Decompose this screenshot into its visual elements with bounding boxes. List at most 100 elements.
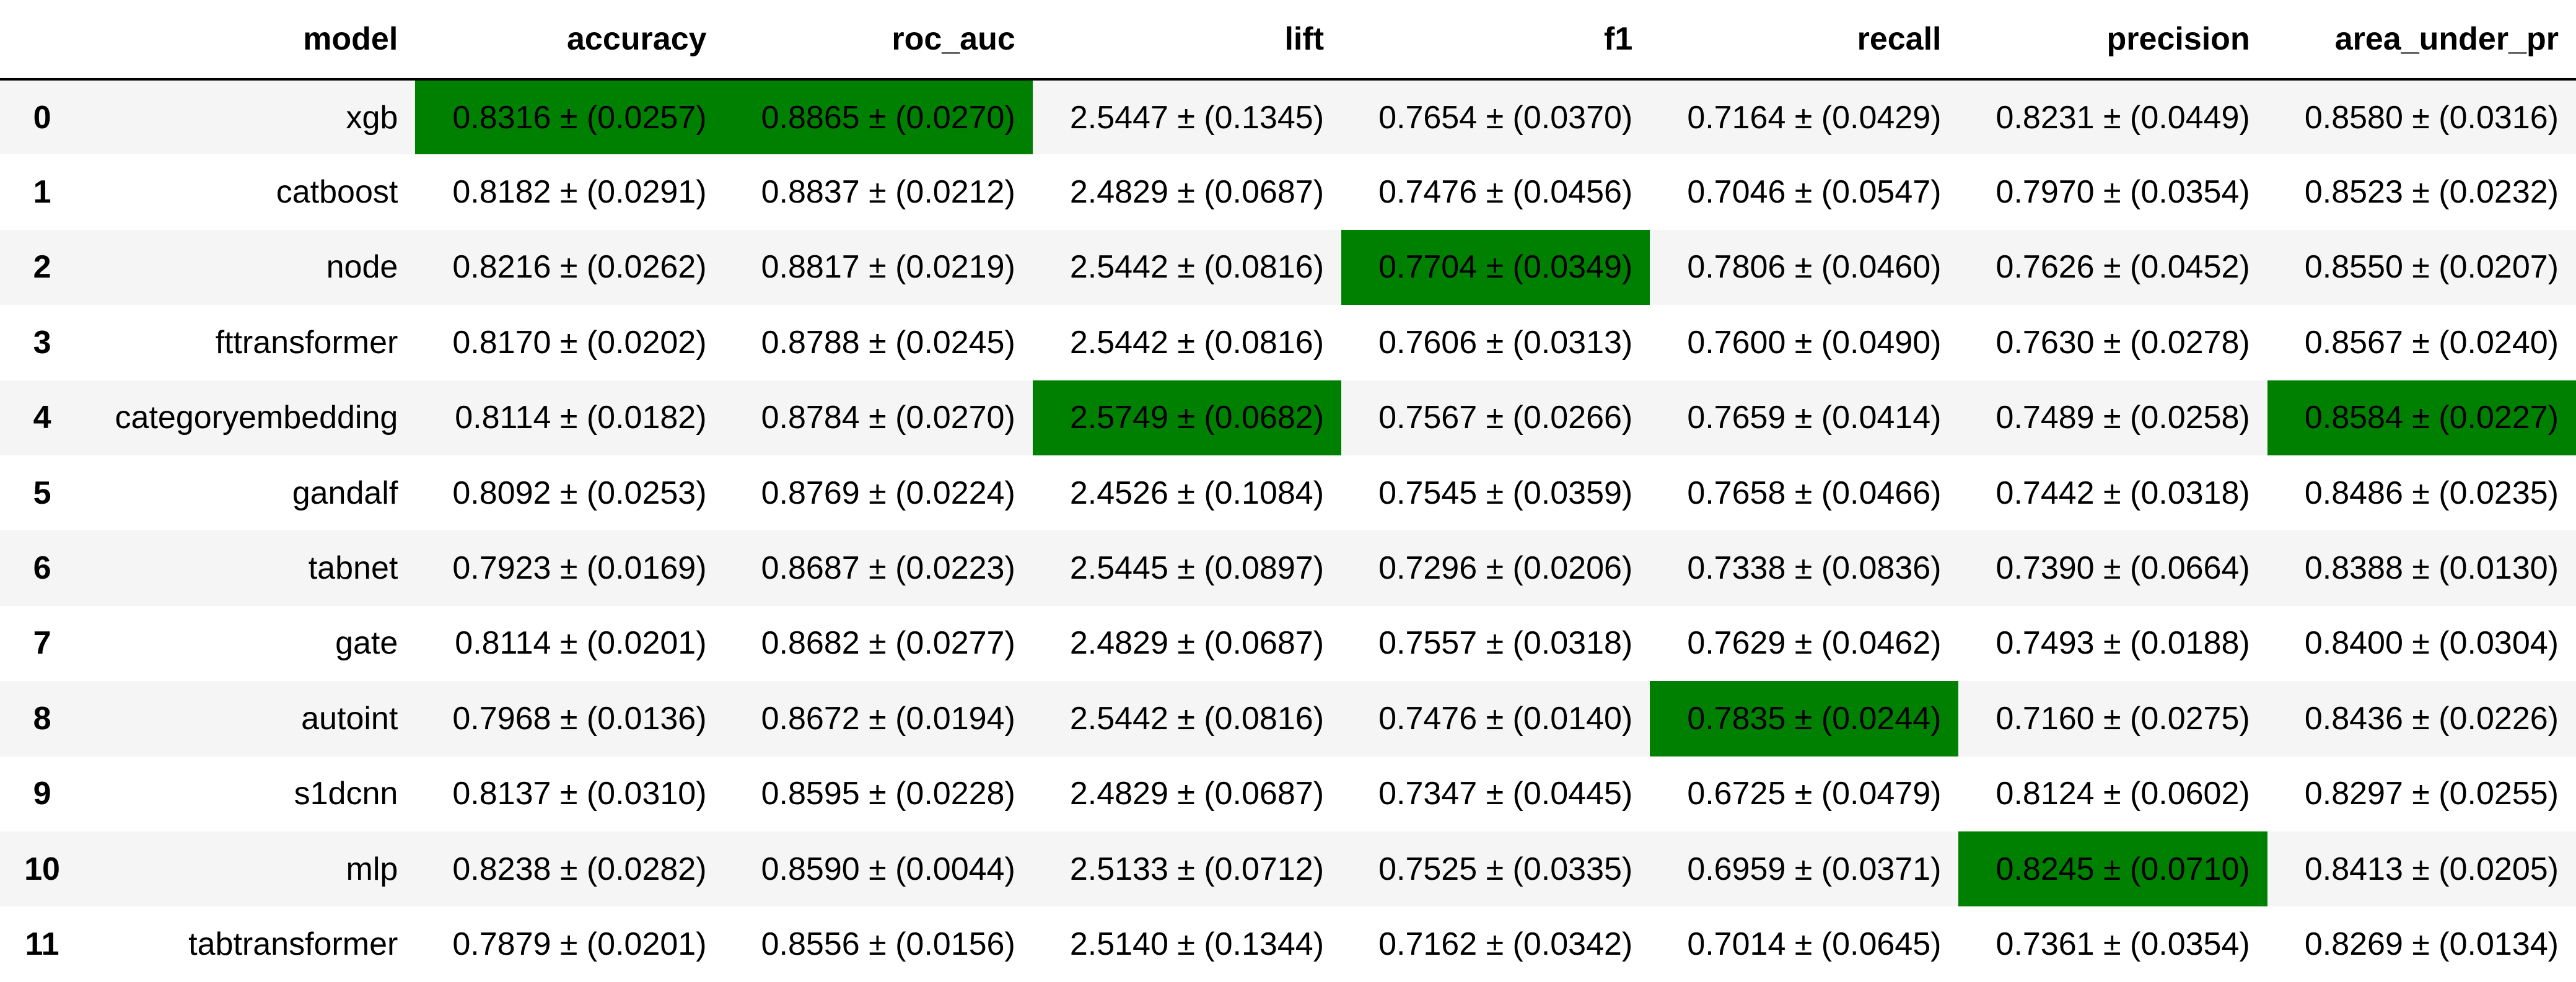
column-header-lift: lift — [1032, 0, 1342, 81]
cell-area-under-pr: 0.8486 ± (0.0235) — [2304, 475, 2559, 511]
header-row: model accuracy roc_auc lift f1 recall pr… — [0, 0, 2576, 81]
cell-f1: 0.7347 ± (0.0445) — [1378, 776, 1633, 812]
table-row: 6 tabnet 0.7923 ± (0.0169) 0.8687 ± (0.0223… — [0, 530, 2576, 606]
cell-model: catboost — [276, 174, 398, 211]
cell-lift: 2.4526 ± (0.1084) — [1069, 475, 1325, 511]
cell-accuracy: 0.7968 ± (0.0136) — [452, 700, 707, 737]
cell-f1: 0.7525 ± (0.0335) — [1378, 851, 1633, 887]
column-header-f1: f1 — [1341, 0, 1650, 81]
row-index: 6 — [33, 550, 51, 587]
cell-recall: 0.7046 ± (0.0547) — [1687, 174, 1942, 211]
cell-accuracy: 0.7923 ± (0.0169) — [452, 550, 707, 587]
cell-accuracy: 0.8238 ± (0.0282) — [452, 851, 707, 887]
cell-recall: 0.7806 ± (0.0460) — [1687, 249, 1942, 286]
cell-accuracy: 0.8092 ± (0.0253) — [452, 475, 707, 511]
cell-roc-auc: 0.8687 ± (0.0223) — [761, 550, 1015, 587]
cell-area-under-pr: 0.8269 ± (0.0134) — [2304, 926, 2559, 962]
cell-accuracy: 0.8114 ± (0.0201) — [455, 625, 707, 662]
cell-precision: 0.7442 ± (0.0318) — [1996, 475, 2250, 511]
table-row: 11 tabtransformer 0.7879 ± (0.0201) 0.8556 … — [0, 906, 2576, 982]
column-header-recall: recall — [1650, 0, 1959, 81]
cell-area-under-pr: 0.8584 ± (0.0227) — [2267, 380, 2576, 455]
row-index: 5 — [33, 475, 51, 511]
cell-precision: 0.7626 ± (0.0452) — [1996, 249, 2250, 286]
table-row: 7 gate 0.8114 ± (0.0201) 0.8682 ± (0.0277) 2… — [0, 605, 2576, 682]
cell-f1: 0.7296 ± (0.0206) — [1378, 550, 1633, 587]
cell-area-under-pr: 0.8567 ± (0.0240) — [2304, 324, 2559, 361]
cell-model: gandalf — [292, 475, 398, 511]
cell-lift: 2.5447 ± (0.1345) — [1069, 99, 1325, 136]
cell-model: tabtransformer — [188, 926, 398, 962]
row-index: 3 — [33, 324, 51, 361]
cell-precision: 0.7390 ± (0.0664) — [1996, 550, 2250, 587]
cell-accuracy: 0.8316 ± (0.0257) — [415, 79, 724, 155]
column-header-precision: precision — [1958, 0, 2267, 81]
cell-precision: 0.7493 ± (0.0188) — [1996, 625, 2250, 662]
cell-area-under-pr: 0.8523 ± (0.0232) — [2304, 174, 2559, 211]
cell-lift: 2.4829 ± (0.0687) — [1069, 625, 1325, 662]
cell-roc-auc: 0.8865 ± (0.0270) — [724, 79, 1033, 155]
cell-area-under-pr: 0.8413 ± (0.0205) — [2304, 851, 2559, 887]
cell-precision: 0.7489 ± (0.0258) — [1996, 400, 2250, 436]
cell-roc-auc: 0.8672 ± (0.0194) — [761, 700, 1015, 737]
cell-f1: 0.7606 ± (0.0313) — [1378, 324, 1633, 361]
cell-lift: 2.5442 ± (0.0816) — [1069, 249, 1325, 286]
cell-recall: 0.6725 ± (0.0479) — [1687, 776, 1942, 812]
row-index: 7 — [33, 625, 51, 662]
cell-roc-auc: 0.8837 ± (0.0212) — [761, 174, 1015, 211]
cell-precision: 0.7160 ± (0.0275) — [1996, 700, 2250, 737]
table-row: 0 xgb 0.8316 ± (0.0257) 0.8865 ± (0.0270) 2.… — [0, 79, 2576, 155]
cell-lift: 2.5442 ± (0.0816) — [1069, 700, 1325, 737]
cell-lift: 2.5140 ± (0.1344) — [1069, 926, 1325, 962]
index-header — [0, 0, 85, 81]
cell-model: mlp — [346, 851, 398, 887]
cell-area-under-pr: 0.8297 ± (0.0255) — [2304, 776, 2559, 812]
cell-area-under-pr: 0.8436 ± (0.0226) — [2304, 700, 2559, 737]
cell-roc-auc: 0.8682 ± (0.0277) — [761, 625, 1015, 662]
cell-lift: 2.5442 ± (0.0816) — [1069, 324, 1325, 361]
column-header-model: model — [84, 0, 416, 81]
column-header-roc-auc: roc_auc — [724, 0, 1033, 81]
cell-recall: 0.7629 ± (0.0462) — [1687, 625, 1942, 662]
cell-area-under-pr: 0.8580 ± (0.0316) — [2304, 99, 2559, 136]
cell-accuracy: 0.8114 ± (0.0182) — [455, 400, 707, 436]
row-index: 4 — [33, 400, 51, 436]
cell-accuracy: 0.8137 ± (0.0310) — [452, 776, 707, 812]
row-index: 8 — [33, 700, 51, 737]
cell-f1: 0.7557 ± (0.0318) — [1378, 625, 1633, 662]
cell-accuracy: 0.8216 ± (0.0262) — [452, 249, 707, 286]
cell-f1: 0.7567 ± (0.0266) — [1378, 400, 1633, 436]
cell-precision: 0.8231 ± (0.0449) — [1996, 99, 2250, 136]
cell-f1: 0.7476 ± (0.0140) — [1378, 700, 1633, 737]
cell-model: categoryembedding — [115, 400, 398, 436]
cell-lift: 2.5133 ± (0.0712) — [1069, 851, 1325, 887]
cell-precision: 0.7970 ± (0.0354) — [1996, 174, 2250, 211]
table-row: 4 categoryembedding 0.8114 ± (0.0182) 0.878… — [0, 380, 2576, 455]
cell-precision: 0.8245 ± (0.0710) — [1958, 831, 2267, 907]
cell-precision: 0.7630 ± (0.0278) — [1996, 324, 2250, 361]
cell-roc-auc: 0.8590 ± (0.0044) — [761, 851, 1015, 887]
row-index: 2 — [33, 249, 51, 286]
row-index: 9 — [33, 776, 51, 812]
cell-roc-auc: 0.8595 ± (0.0228) — [761, 776, 1015, 812]
cell-lift: 2.5749 ± (0.0682) — [1032, 380, 1342, 455]
table-row: 3 fttransformer 0.8170 ± (0.0202) 0.8788 ± … — [0, 305, 2576, 380]
cell-lift: 2.4829 ± (0.0687) — [1069, 174, 1325, 211]
table-row: 5 gandalf 0.8092 ± (0.0253) 0.8769 ± (0.022… — [0, 455, 2576, 531]
cell-roc-auc: 0.8817 ± (0.0219) — [761, 249, 1015, 286]
column-header-accuracy: accuracy — [415, 0, 724, 81]
table-row: 8 autoint 0.7968 ± (0.0136) 0.8672 ± (0.019… — [0, 681, 2576, 756]
cell-area-under-pr: 0.8388 ± (0.0130) — [2304, 550, 2559, 587]
cell-f1: 0.7545 ± (0.0359) — [1378, 475, 1633, 511]
cell-model: xgb — [346, 99, 398, 136]
cell-recall: 0.7658 ± (0.0466) — [1687, 475, 1942, 511]
cell-area-under-pr: 0.8550 ± (0.0207) — [2304, 249, 2559, 286]
cell-lift: 2.4829 ± (0.0687) — [1069, 776, 1325, 812]
row-index: 10 — [24, 851, 60, 887]
cell-recall: 0.6959 ± (0.0371) — [1687, 851, 1942, 887]
cell-roc-auc: 0.8556 ± (0.0156) — [761, 926, 1015, 962]
cell-precision: 0.7361 ± (0.0354) — [1996, 926, 2250, 962]
table-body: 0 xgb 0.8316 ± (0.0257) 0.8865 ± (0.0270) 2.… — [0, 79, 2576, 982]
cell-recall: 0.7835 ± (0.0244) — [1650, 681, 1959, 756]
